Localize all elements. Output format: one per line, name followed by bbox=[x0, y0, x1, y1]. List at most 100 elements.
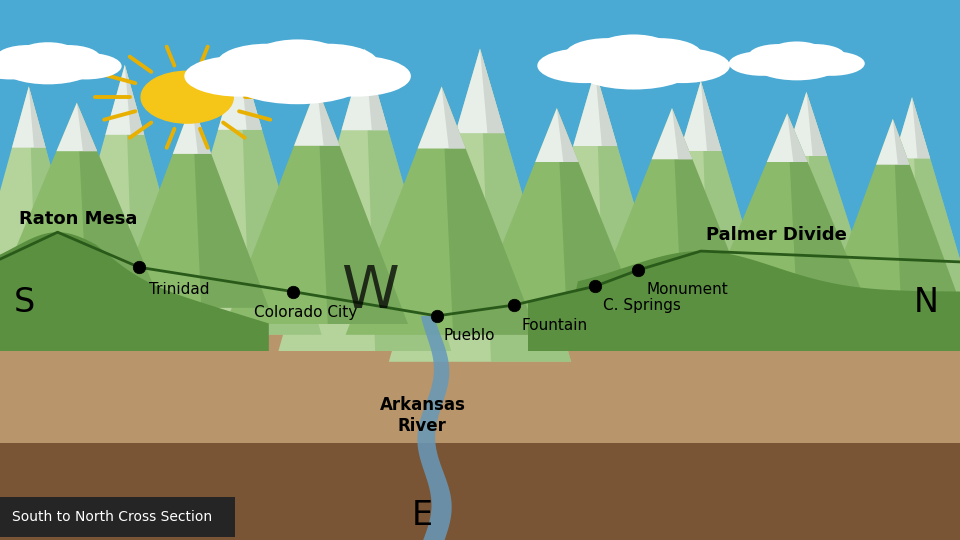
Ellipse shape bbox=[636, 48, 730, 83]
Polygon shape bbox=[536, 108, 578, 162]
Polygon shape bbox=[701, 81, 722, 151]
Polygon shape bbox=[557, 108, 643, 324]
Polygon shape bbox=[0, 232, 269, 351]
Polygon shape bbox=[218, 54, 262, 130]
Ellipse shape bbox=[729, 51, 796, 76]
Polygon shape bbox=[590, 108, 754, 313]
Polygon shape bbox=[77, 103, 97, 151]
Polygon shape bbox=[192, 103, 269, 308]
Polygon shape bbox=[240, 54, 262, 130]
Polygon shape bbox=[785, 92, 828, 156]
Ellipse shape bbox=[0, 53, 47, 79]
Polygon shape bbox=[912, 97, 930, 158]
Circle shape bbox=[141, 71, 233, 123]
Polygon shape bbox=[158, 54, 322, 335]
Polygon shape bbox=[893, 119, 910, 165]
Polygon shape bbox=[845, 97, 960, 324]
Bar bbox=[0, 443, 960, 540]
Polygon shape bbox=[557, 108, 578, 162]
Polygon shape bbox=[787, 113, 807, 162]
Text: Raton Mesa: Raton Mesa bbox=[19, 210, 137, 228]
Ellipse shape bbox=[278, 44, 378, 83]
Polygon shape bbox=[442, 86, 538, 335]
Ellipse shape bbox=[217, 44, 317, 83]
Polygon shape bbox=[806, 92, 883, 329]
Polygon shape bbox=[389, 49, 571, 362]
Polygon shape bbox=[680, 81, 722, 151]
Polygon shape bbox=[672, 108, 692, 159]
Polygon shape bbox=[706, 113, 869, 308]
Polygon shape bbox=[624, 81, 778, 340]
Polygon shape bbox=[787, 113, 869, 308]
FancyBboxPatch shape bbox=[0, 497, 235, 537]
Polygon shape bbox=[294, 86, 340, 146]
Ellipse shape bbox=[18, 42, 78, 66]
Text: W: W bbox=[341, 263, 398, 320]
Polygon shape bbox=[278, 49, 451, 351]
Ellipse shape bbox=[754, 49, 840, 80]
Polygon shape bbox=[125, 65, 144, 135]
Polygon shape bbox=[455, 49, 505, 133]
Polygon shape bbox=[652, 108, 692, 159]
Ellipse shape bbox=[0, 45, 60, 70]
Polygon shape bbox=[894, 97, 930, 158]
Polygon shape bbox=[317, 86, 408, 324]
Ellipse shape bbox=[749, 44, 808, 68]
Ellipse shape bbox=[617, 38, 702, 71]
Polygon shape bbox=[573, 70, 617, 146]
Polygon shape bbox=[77, 103, 158, 297]
Ellipse shape bbox=[798, 51, 865, 76]
Text: Trinidad: Trinidad bbox=[149, 282, 209, 297]
Polygon shape bbox=[0, 86, 91, 313]
Ellipse shape bbox=[565, 38, 650, 71]
Polygon shape bbox=[672, 108, 754, 313]
Polygon shape bbox=[480, 49, 571, 362]
Polygon shape bbox=[53, 65, 197, 324]
Polygon shape bbox=[514, 70, 677, 351]
Polygon shape bbox=[0, 103, 158, 297]
Polygon shape bbox=[317, 86, 340, 146]
Text: Fountain: Fountain bbox=[521, 318, 588, 333]
Polygon shape bbox=[29, 86, 46, 147]
Text: N: N bbox=[914, 286, 939, 319]
Polygon shape bbox=[226, 86, 408, 324]
Polygon shape bbox=[595, 70, 677, 351]
Ellipse shape bbox=[785, 44, 845, 68]
Text: C. Springs: C. Springs bbox=[603, 298, 681, 313]
Polygon shape bbox=[528, 251, 960, 351]
Polygon shape bbox=[893, 119, 960, 302]
Ellipse shape bbox=[300, 56, 411, 97]
Polygon shape bbox=[240, 54, 322, 335]
Polygon shape bbox=[29, 86, 91, 313]
Ellipse shape bbox=[184, 56, 296, 97]
Text: Pueblo: Pueblo bbox=[444, 328, 495, 343]
Polygon shape bbox=[730, 92, 883, 329]
Polygon shape bbox=[173, 103, 211, 154]
Polygon shape bbox=[701, 81, 778, 340]
Polygon shape bbox=[418, 316, 452, 540]
Polygon shape bbox=[806, 92, 828, 156]
Polygon shape bbox=[365, 49, 388, 130]
Text: Palmer Divide: Palmer Divide bbox=[706, 226, 847, 244]
Polygon shape bbox=[12, 86, 46, 147]
Ellipse shape bbox=[36, 45, 101, 70]
Polygon shape bbox=[192, 103, 211, 154]
Ellipse shape bbox=[1, 51, 95, 84]
Polygon shape bbox=[876, 119, 910, 165]
Ellipse shape bbox=[226, 52, 370, 104]
Polygon shape bbox=[115, 103, 269, 308]
Polygon shape bbox=[0, 232, 960, 540]
Polygon shape bbox=[480, 49, 505, 133]
Ellipse shape bbox=[49, 53, 122, 79]
Polygon shape bbox=[125, 65, 197, 324]
Text: Colorado City: Colorado City bbox=[254, 305, 358, 320]
Polygon shape bbox=[826, 119, 960, 302]
Polygon shape bbox=[912, 97, 960, 324]
Text: E: E bbox=[412, 499, 433, 532]
Ellipse shape bbox=[538, 48, 632, 83]
Polygon shape bbox=[57, 103, 97, 151]
Text: Arkansas
River: Arkansas River bbox=[379, 396, 466, 435]
Polygon shape bbox=[767, 113, 807, 162]
Polygon shape bbox=[365, 49, 451, 351]
Ellipse shape bbox=[769, 42, 825, 64]
